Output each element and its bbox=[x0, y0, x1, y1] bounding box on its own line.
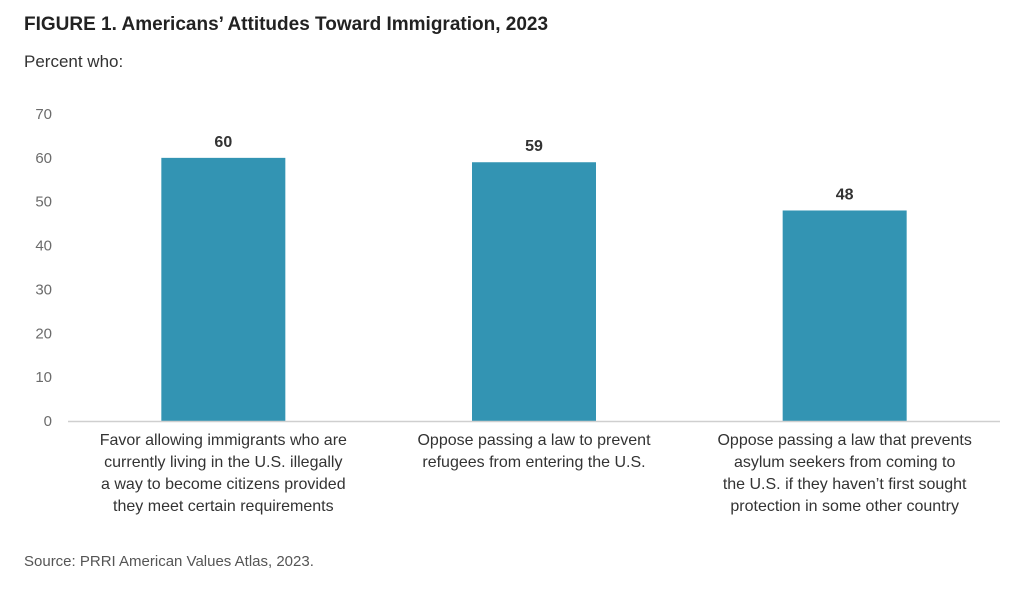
category-label-line: Oppose passing a law to prevent bbox=[417, 432, 651, 449]
y-tick-label: 40 bbox=[35, 238, 52, 255]
category-label-line: they meet certain requirements bbox=[113, 498, 334, 515]
bar bbox=[161, 157, 286, 421]
y-tick-label: 50 bbox=[35, 194, 52, 211]
bar-value-label: 60 bbox=[214, 134, 232, 151]
category-label-line: Favor allowing immigrants who are bbox=[100, 432, 347, 449]
bar-value-label: 59 bbox=[525, 138, 543, 155]
category-label-line: the U.S. if they haven’t first sought bbox=[723, 476, 967, 493]
source-note: Source: PRRI American Values Atlas, 2023… bbox=[24, 553, 314, 570]
y-tick-label: 70 bbox=[35, 106, 52, 123]
category-label-line: a way to become citizens provided bbox=[101, 476, 346, 493]
bar bbox=[472, 162, 596, 421]
y-tick-label: 10 bbox=[35, 369, 52, 386]
category-label-line: currently living in the U.S. illegally bbox=[104, 454, 342, 471]
chart-title: FIGURE 1. Americans’ Attitudes Toward Im… bbox=[24, 14, 549, 35]
category-label-line: refugees from entering the U.S. bbox=[422, 454, 645, 471]
category-label: Favor allowing immigrants who are current… bbox=[100, 432, 347, 515]
category-labels: Favor allowing immigrants who are current… bbox=[100, 432, 972, 515]
y-tick-label: 30 bbox=[35, 281, 52, 298]
y-tick-label: 20 bbox=[35, 325, 52, 342]
y-tick-label: 0 bbox=[44, 413, 52, 430]
category-label-line: asylum seekers from coming to bbox=[734, 454, 956, 471]
category-label-line: Oppose passing a law that prevents bbox=[717, 432, 971, 449]
category-label: Oppose passing a law to prevent refugees … bbox=[417, 432, 651, 471]
category-label-line: protection in some other country bbox=[730, 498, 959, 515]
bar-value-label: 48 bbox=[836, 186, 854, 203]
bars bbox=[161, 157, 907, 421]
category-label: Oppose passing a law that prevents asylum… bbox=[717, 432, 971, 515]
y-tick-label: 60 bbox=[35, 150, 52, 167]
chart-subtitle: Percent who: bbox=[24, 52, 124, 71]
value-labels: 60 59 48 bbox=[214, 134, 853, 204]
y-axis: 0 10 20 30 40 50 60 70 bbox=[35, 106, 52, 430]
bar bbox=[782, 210, 907, 421]
